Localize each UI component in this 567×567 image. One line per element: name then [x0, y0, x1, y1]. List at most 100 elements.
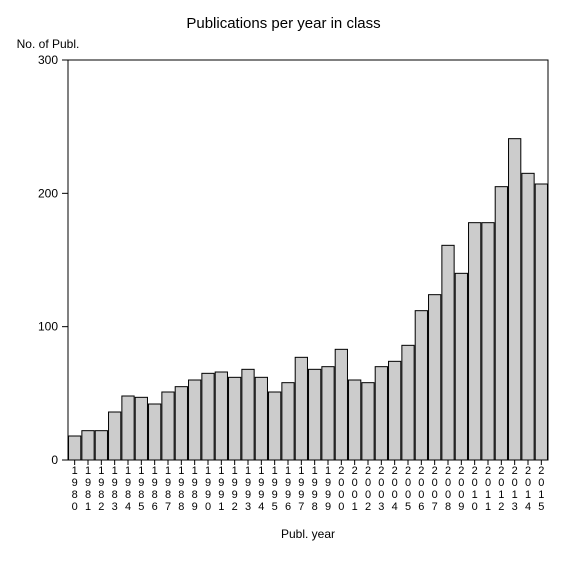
xtick-label: 1	[298, 465, 304, 477]
xtick-label: 0	[338, 477, 344, 489]
xtick-label: 0	[472, 501, 478, 513]
xtick-label: 1	[205, 465, 211, 477]
xtick-label: 0	[432, 489, 438, 501]
xtick-label: 8	[192, 489, 198, 501]
xtick-label: 2	[512, 465, 518, 477]
xtick-label: 9	[312, 489, 318, 501]
bar	[362, 383, 374, 460]
y-axis-label: No. of Publ.	[17, 37, 80, 51]
xtick-label: 0	[418, 477, 424, 489]
xtick-label: 0	[512, 477, 518, 489]
xtick-label: 2	[392, 465, 398, 477]
xtick-label: 1	[485, 489, 491, 501]
xtick-label: 9	[285, 489, 291, 501]
xtick-label: 9	[325, 501, 331, 513]
xtick-label: 1	[485, 501, 491, 513]
xtick-label: 0	[445, 477, 451, 489]
xtick-label: 3	[512, 501, 518, 513]
xtick-label: 7	[432, 501, 438, 513]
bar	[509, 139, 521, 460]
xtick-label: 6	[152, 501, 158, 513]
bar	[282, 383, 294, 460]
xtick-label: 2	[485, 465, 491, 477]
xtick-label: 0	[392, 489, 398, 501]
xtick-label: 1	[258, 465, 264, 477]
xtick-label: 0	[418, 489, 424, 501]
bar	[202, 373, 214, 460]
bar	[122, 396, 134, 460]
xtick-label: 1	[72, 465, 78, 477]
xtick-label: 1	[498, 489, 504, 501]
xtick-label: 8	[112, 489, 118, 501]
xtick-label: 1	[472, 489, 478, 501]
xtick-label: 0	[72, 501, 78, 513]
xtick-label: 9	[112, 477, 118, 489]
xtick-label: 0	[498, 477, 504, 489]
xtick-label: 9	[232, 489, 238, 501]
xtick-label: 2	[365, 501, 371, 513]
xtick-label: 0	[352, 489, 358, 501]
xtick-label: 2	[365, 465, 371, 477]
bar	[149, 404, 161, 460]
xtick-label: 4	[525, 501, 531, 513]
xtick-label: 0	[458, 477, 464, 489]
xtick-label: 2	[538, 465, 544, 477]
xtick-label: 2	[232, 501, 238, 513]
xtick-label: 0	[352, 477, 358, 489]
bar	[429, 295, 441, 460]
bar	[322, 367, 334, 460]
bar	[535, 184, 547, 460]
xtick-label: 5	[405, 501, 411, 513]
xtick-label: 0	[405, 489, 411, 501]
xtick-label: 6	[285, 501, 291, 513]
bar	[109, 412, 121, 460]
bar	[82, 431, 94, 460]
bar	[229, 377, 241, 460]
xtick-label: 1	[538, 489, 544, 501]
xtick-label: 9	[298, 489, 304, 501]
xtick-label: 1	[512, 489, 518, 501]
bar	[69, 436, 81, 460]
xtick-label: 9	[325, 489, 331, 501]
xtick-label: 0	[458, 489, 464, 501]
xtick-label: 3	[245, 501, 251, 513]
xtick-label: 2	[472, 465, 478, 477]
xtick-label: 0	[378, 477, 384, 489]
xtick-label: 2	[352, 465, 358, 477]
xtick-label: 4	[258, 501, 264, 513]
bar	[375, 367, 387, 460]
xtick-label: 9	[165, 477, 171, 489]
xtick-label: 9	[298, 477, 304, 489]
xtick-label: 1	[138, 465, 144, 477]
xtick-label: 0	[485, 477, 491, 489]
chart-title: Publications per year in class	[186, 15, 380, 32]
bar	[95, 431, 107, 460]
xtick-label: 8	[312, 501, 318, 513]
xtick-label: 4	[392, 501, 398, 513]
xtick-label: 1	[245, 465, 251, 477]
bar	[389, 361, 401, 460]
xtick-label: 4	[125, 501, 131, 513]
xtick-label: 2	[445, 465, 451, 477]
xtick-label: 8	[72, 489, 78, 501]
bar	[455, 273, 467, 460]
xtick-label: 9	[458, 501, 464, 513]
bar	[349, 380, 361, 460]
xtick-label: 2	[338, 465, 344, 477]
xtick-label: 9	[218, 477, 224, 489]
xtick-label: 0	[205, 501, 211, 513]
bar	[295, 357, 307, 460]
xtick-label: 0	[525, 477, 531, 489]
xtick-label: 1	[352, 501, 358, 513]
xtick-label: 1	[312, 465, 318, 477]
xtick-label: 1	[85, 465, 91, 477]
xtick-label: 1	[165, 465, 171, 477]
xtick-label: 5	[538, 501, 544, 513]
xtick-label: 9	[138, 477, 144, 489]
bar	[469, 223, 481, 460]
xtick-label: 9	[192, 501, 198, 513]
xtick-label: 2	[418, 465, 424, 477]
xtick-label: 9	[72, 477, 78, 489]
xtick-label: 8	[85, 489, 91, 501]
bar	[495, 187, 507, 460]
